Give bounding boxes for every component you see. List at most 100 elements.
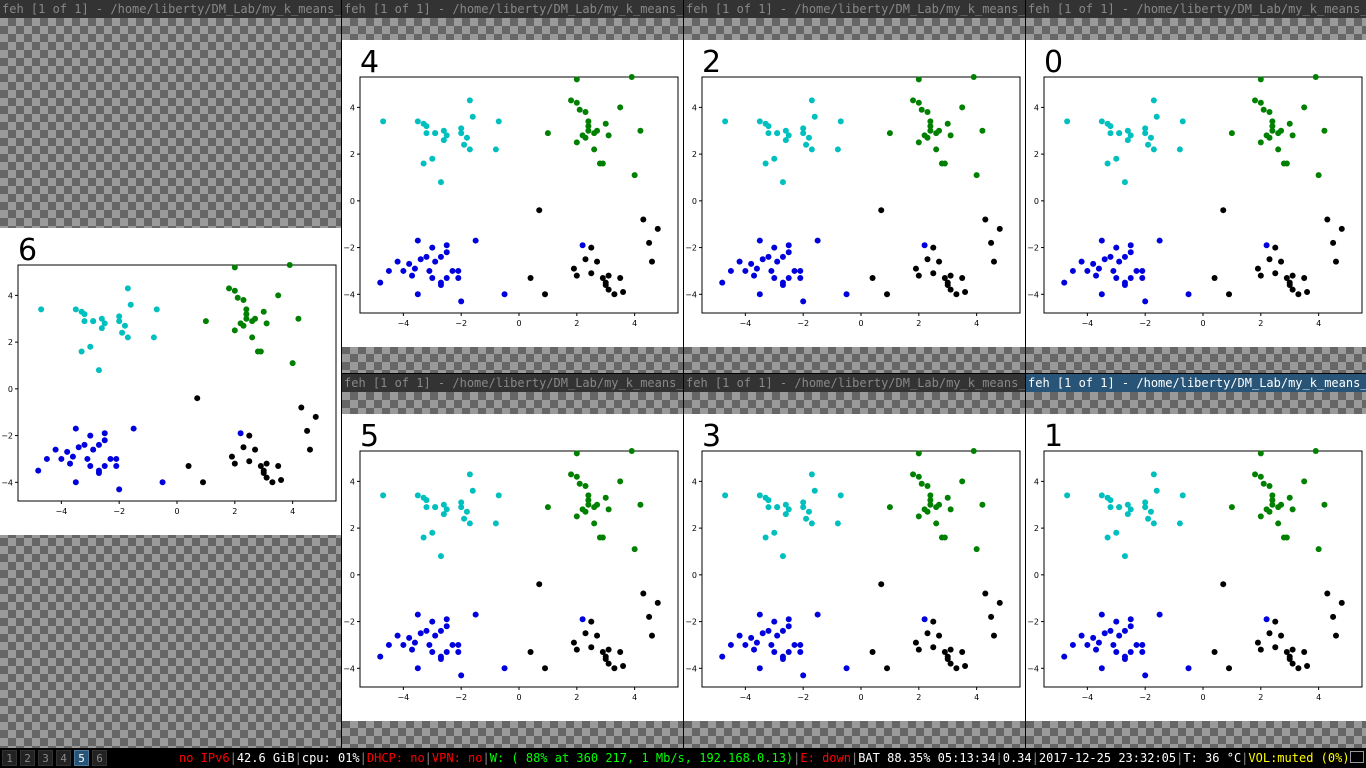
data-point	[933, 146, 940, 153]
data-point	[1289, 646, 1296, 653]
disk-status: 42.6 GiB	[236, 751, 295, 765]
data-point	[1228, 130, 1235, 137]
data-point	[1304, 662, 1311, 669]
data-point	[719, 279, 726, 286]
window-title[interactable]: feh [1 of 1] - /home/liberty/DM_Lab/my_k…	[684, 374, 1025, 392]
iteration-label: 1	[1044, 419, 1063, 454]
data-point	[1107, 130, 1114, 137]
data-point	[947, 272, 954, 279]
data-point	[377, 653, 384, 660]
data-point	[631, 546, 638, 553]
x-tick-label: 4	[632, 319, 637, 328]
data-point	[979, 127, 986, 134]
workspace-button-6[interactable]: 6	[92, 750, 107, 766]
data-point	[594, 501, 601, 508]
data-point	[1263, 242, 1270, 249]
data-point	[1121, 655, 1128, 662]
feh-window-4[interactable]: feh [1 of 1] - /home/liberty/DM_Lab/my_k…	[342, 0, 683, 373]
data-point	[1153, 487, 1160, 494]
data-point	[437, 553, 444, 560]
data-point	[437, 253, 444, 260]
data-point	[800, 504, 807, 511]
data-point	[1257, 450, 1264, 457]
x-tick-label: 2	[916, 319, 921, 328]
data-point	[912, 639, 919, 646]
data-point	[762, 534, 769, 541]
window-title[interactable]: feh [1 of 1] - /home/liberty/DM_Lab/my_k…	[1026, 374, 1366, 392]
data-point	[52, 446, 59, 453]
data-point	[756, 492, 763, 499]
data-point	[385, 267, 392, 274]
data-point	[101, 462, 108, 469]
data-point	[756, 291, 763, 298]
data-point	[458, 672, 465, 679]
data-point	[432, 130, 439, 137]
data-point	[1269, 127, 1276, 134]
workspace-button-3[interactable]: 3	[38, 750, 53, 766]
data-point	[437, 627, 444, 634]
data-point	[495, 118, 502, 125]
window-title[interactable]: feh [1 of 1] - /home/liberty/DM_Lab/my_k…	[342, 0, 683, 18]
y-tick-label: 2	[692, 524, 697, 533]
data-point	[1226, 665, 1233, 672]
feh-window-3[interactable]: feh [1 of 1] - /home/liberty/DM_Lab/my_k…	[684, 374, 1025, 748]
data-point	[113, 455, 120, 462]
axes-frame	[701, 450, 1021, 688]
y-tick-label: 0	[8, 385, 13, 394]
data-point	[414, 237, 421, 244]
data-point	[785, 132, 792, 139]
data-point	[979, 501, 986, 508]
data-point	[947, 286, 954, 293]
data-point	[617, 478, 624, 485]
data-point	[1116, 504, 1123, 511]
data-point	[756, 611, 763, 618]
workspace-button-5[interactable]: 5	[74, 750, 89, 766]
feh-window-1[interactable]: feh [1 of 1] - /home/liberty/DM_Lab/my_k…	[1026, 374, 1366, 748]
workspace-button-4[interactable]: 4	[56, 750, 71, 766]
data-point	[1113, 529, 1120, 536]
data-point	[95, 367, 102, 374]
window-title[interactable]: feh [1 of 1] - /home/liberty/DM_Lab/my_k…	[684, 0, 1025, 18]
window-title[interactable]: feh [1 of 1] - /home/liberty/DM_Lab/my_k…	[1026, 0, 1366, 18]
feh-window-5[interactable]: feh [1 of 1] - /home/liberty/DM_Lab/my_k…	[342, 374, 683, 748]
window-title[interactable]: feh [1 of 1] - /home/liberty/DM_Lab/my_k…	[0, 0, 341, 18]
data-point	[1272, 270, 1279, 277]
datetime-status: 2017-12-25 23:32:05	[1038, 751, 1177, 765]
data-point	[1278, 501, 1285, 508]
data-point	[640, 590, 647, 597]
data-point	[243, 306, 250, 313]
data-point	[785, 242, 792, 249]
data-point	[1127, 132, 1134, 139]
y-tick-label: −4	[1027, 290, 1039, 299]
data-point	[843, 291, 850, 298]
data-point	[594, 258, 601, 265]
data-point	[423, 123, 430, 130]
feh-window-2[interactable]: feh [1 of 1] - /home/liberty/DM_Lab/my_k…	[684, 0, 1025, 373]
data-point	[631, 172, 638, 179]
data-point	[1061, 279, 1068, 286]
data-point	[492, 146, 499, 153]
x-tick-label: −4	[1081, 693, 1093, 702]
workspace-button-1[interactable]: 1	[2, 750, 17, 766]
data-point	[611, 291, 618, 298]
data-point	[1278, 258, 1285, 265]
data-point	[394, 632, 401, 639]
kmeans-scatter-plot: 4 −4 −2 0 2 4 −4 −2 0 2 4	[343, 45, 679, 328]
window-title[interactable]: feh [1 of 1] - /home/liberty/DM_Lab/my_k…	[342, 374, 683, 392]
data-point	[1295, 291, 1302, 298]
feh-window-0[interactable]: feh [1 of 1] - /home/liberty/DM_Lab/my_k…	[1026, 0, 1366, 373]
data-point	[573, 450, 580, 457]
data-point	[101, 430, 108, 437]
data-point	[443, 506, 450, 513]
data-point	[918, 480, 925, 487]
data-point	[417, 256, 424, 263]
keyboard-icon[interactable]	[1350, 751, 1364, 763]
data-point	[385, 641, 392, 648]
feh-window-6[interactable]: feh [1 of 1] - /home/liberty/DM_Lab/my_k…	[0, 0, 341, 748]
axes-frame	[1043, 76, 1363, 314]
data-point	[768, 641, 775, 648]
data-point	[1124, 501, 1131, 508]
x-tick-label: 2	[1258, 693, 1263, 702]
workspace-button-2[interactable]: 2	[20, 750, 35, 766]
data-point	[437, 179, 444, 186]
